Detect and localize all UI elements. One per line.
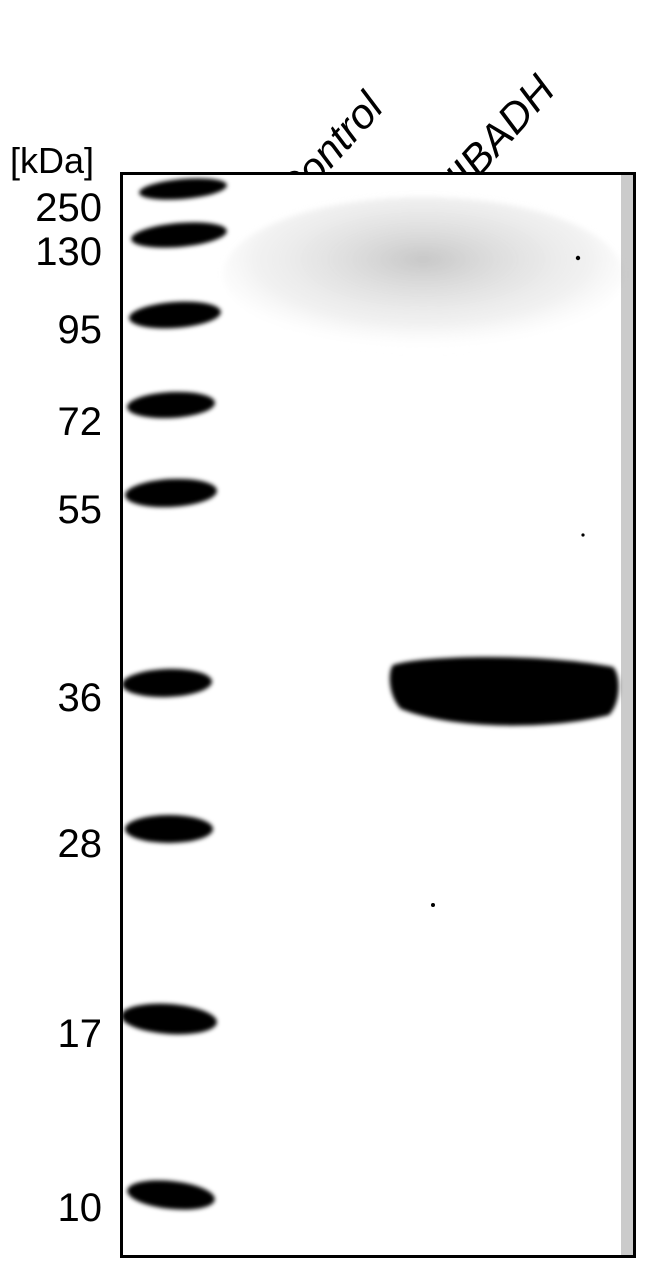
ladder-band-10 [126,1176,216,1213]
ladder-lane [123,175,228,1213]
ladder-band-130 [130,219,228,251]
signal-band-hibadh [390,657,619,726]
nonspecific-smear [223,197,623,353]
tick-36: 36 [58,676,103,721]
axis-unit-label: [kDa] [10,140,94,182]
tick-28: 28 [58,822,103,867]
western-blot-figure: [kDa] 250 130 95 72 55 36 28 17 10 Contr… [0,0,650,1273]
tick-55: 55 [58,488,103,533]
ladder-band-72 [126,390,215,421]
ladder-band-36 [123,667,212,698]
tick-17: 17 [58,1012,103,1057]
tick-130: 130 [35,230,102,275]
tick-72: 72 [58,400,103,445]
tick-95: 95 [58,308,103,353]
ladder-band-250 [138,175,227,203]
blot-svg [123,175,633,1255]
ladder-band-95 [128,299,222,331]
ladder-band-55 [124,477,217,510]
blot-frame [120,172,636,1258]
tick-250: 250 [35,186,102,231]
membrane-right-edge [621,175,633,1255]
tick-10: 10 [58,1186,103,1231]
ladder-band-28 [125,815,213,843]
ladder-band-17 [123,1001,218,1038]
film-specks [431,256,585,907]
